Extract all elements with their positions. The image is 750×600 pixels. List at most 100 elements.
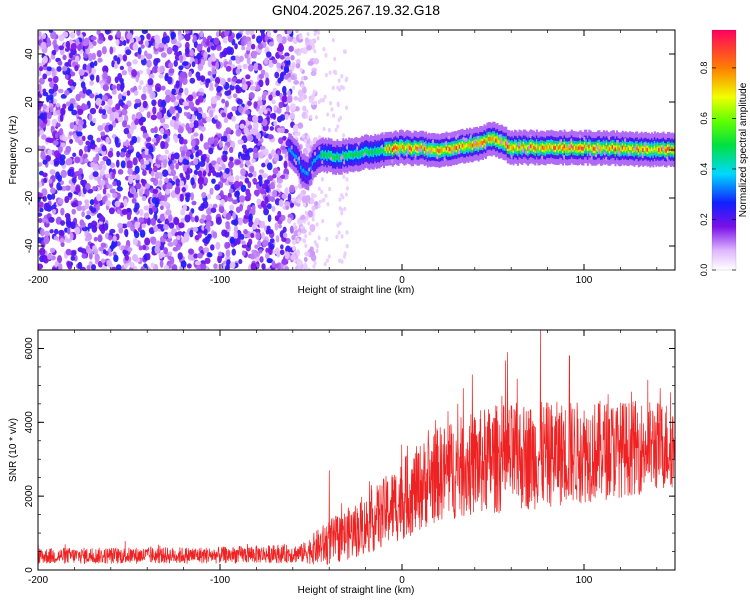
spectrogram-noise-cell [42, 55, 48, 64]
spectrogram-noise-cell [328, 70, 332, 75]
spectrogram-noise-cell [126, 214, 132, 221]
spectrogram-noise-cell [345, 177, 349, 182]
spectrogram-noise-cell [338, 258, 342, 263]
spectrogram-noise-cell [299, 260, 303, 265]
spectrogram-noise-cell [117, 72, 123, 81]
spectrogram-noise-cell [189, 49, 194, 57]
spectrogram-noise-cell [97, 57, 103, 63]
spectrogram-noise-cell [116, 186, 123, 192]
spectrogram-noise-cell [195, 151, 200, 158]
spectrogram-noise-cell [327, 127, 331, 133]
spectrogram-noise-cell [311, 205, 316, 212]
spectrogram-noise-cell [178, 65, 184, 71]
spectrogram-noise-cell [275, 235, 280, 243]
spectrogram-noise-cell [317, 203, 321, 209]
spectrogram-noise-cell [198, 125, 203, 131]
spectrogram-noise-cell [335, 234, 339, 240]
spectrogram-noise-cell [111, 119, 117, 128]
spectrogram-noise-cell [86, 210, 91, 215]
spectrogram-noise-cell [265, 229, 270, 235]
spectrogram-noise-cell [197, 252, 203, 259]
spectrogram-noise-cell [77, 261, 83, 270]
spectrogram-noise-cell [119, 65, 125, 71]
spectrogram-noise-cell [109, 228, 116, 234]
spectrogram-noise-cell [232, 218, 239, 226]
spectrogram-noise-cell [202, 153, 207, 160]
spectrogram-noise-cell [165, 35, 170, 44]
spectrogram-noise-cell [184, 214, 191, 223]
spectrogram-noise-cell [261, 172, 268, 178]
spectrogram-noise-cell [107, 98, 113, 107]
snr-ytick-label: 4000 [24, 411, 35, 434]
spectrogram-noise-cell [292, 124, 299, 132]
spectrogram-noise-cell [235, 190, 240, 197]
spectrogram-noise-cell [227, 89, 232, 96]
spectrogram-noise-cell [102, 84, 110, 92]
spectrogram-noise-cell [135, 112, 142, 120]
spectrogram-noise-cell [208, 147, 214, 155]
spectrogram-noise-cell [316, 36, 320, 41]
spectrogram-noise-cell [86, 248, 93, 254]
spectrogram-noise-cell [270, 149, 276, 158]
spectrogram-noise-cell [66, 157, 73, 166]
spectrogram-noise-cell [132, 59, 139, 65]
spectrogram-noise-cell [184, 33, 191, 42]
spectrogram-noise-cell [216, 44, 222, 52]
spectrogram-noise-cell [268, 41, 275, 47]
spectrogram-noise-cell [112, 180, 118, 187]
spectrogram-noise-cell [293, 79, 300, 85]
spectrogram-noise-cell [163, 223, 169, 231]
snr-frame [37, 329, 676, 571]
spectrogram-noise-cell [177, 106, 183, 114]
spectrogram-noise-cell [241, 250, 246, 257]
spectrogram-noise-cell [158, 74, 164, 79]
spectrogram-noise-cell [122, 120, 128, 128]
spectrogram-noise-cell [279, 74, 285, 82]
snr-xtick-label: 100 [576, 575, 593, 586]
spectrogram-noise-cell [141, 223, 147, 228]
spectrogram-noise-cell [293, 240, 297, 245]
spectrogram-noise-cell [225, 65, 232, 72]
spectrogram-ytick-label: -40 [24, 238, 35, 253]
spectrogram-noise-cell [127, 247, 133, 252]
spectrogram-noise-cell [258, 169, 265, 174]
spectrogram-noise-cell [340, 193, 344, 198]
spectrogram-noise-cell [266, 30, 271, 38]
spectrogram-noise-cell [89, 93, 95, 99]
spectrogram-noise-cell [301, 195, 308, 204]
spectrogram-noise-cell [57, 174, 62, 182]
spectrogram-xtick-label: -100 [210, 275, 230, 286]
spectrogram-noise-cell [226, 46, 233, 54]
spectrogram-noise-cell [195, 71, 201, 79]
spectrogram-noise-cell [286, 96, 293, 103]
spectrogram-noise-cell [85, 140, 91, 146]
spectrogram-noise-cell [179, 193, 184, 202]
spectrogram-noise-cell [111, 60, 115, 68]
spectrogram-noise-cell [179, 71, 186, 78]
spectrogram-noise-cell [312, 58, 320, 65]
spectrogram-noise-cell [196, 52, 201, 60]
spectrogram-noise-cell [41, 33, 47, 40]
spectrogram-noise-cell [322, 126, 326, 132]
spectrogram-noise-cell [61, 136, 69, 142]
spectrogram-noise-cell [320, 189, 324, 195]
spectrogram-noise-cell [155, 87, 161, 92]
spectrogram-noise-cell [60, 242, 65, 248]
spectrogram-noise-cell [46, 39, 52, 47]
spectrogram-noise-cell [48, 178, 53, 184]
spectrogram-noise-cell [227, 160, 234, 169]
spectrogram-noise-cell [108, 124, 113, 132]
spectrogram-noise-cell [279, 249, 285, 256]
spectrogram-noise-cell [278, 199, 284, 208]
spectrogram-noise-cell [159, 155, 164, 161]
spectrogram-noise-cell [176, 243, 181, 251]
spectrogram-noise-cell [150, 262, 155, 269]
spectrogram-noise-cell [175, 80, 180, 88]
spectrogram-noise-cell [170, 190, 177, 199]
spectrogram-noise-cell [299, 67, 303, 73]
spectrogram-noise-cell [302, 238, 306, 243]
spectrogram-noise-cell [284, 52, 290, 58]
spectrogram-noise-cell [156, 136, 160, 144]
spectrogram-noise-cell [195, 98, 200, 106]
spectrogram-noise-cell [192, 34, 197, 43]
